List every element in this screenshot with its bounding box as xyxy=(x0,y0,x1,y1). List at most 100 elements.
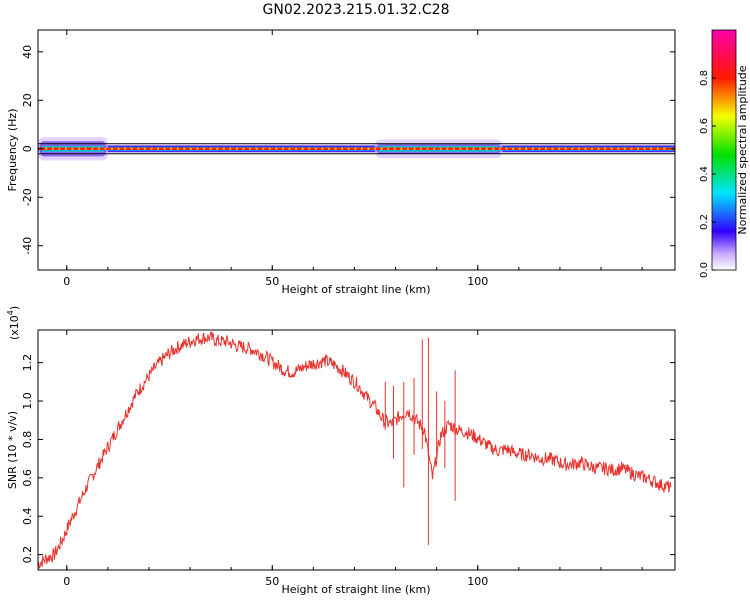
heatmap-peak-dot xyxy=(571,147,574,150)
snr-spikes xyxy=(384,337,456,546)
heatmap-peak-dot xyxy=(229,147,232,150)
snr-x-label: Height of straight line (km) xyxy=(281,583,430,596)
heatmap-peak-dot xyxy=(643,147,646,150)
heatmap-peak-dot xyxy=(584,147,587,150)
colorbar-ticks: 0.0 0.2 0.4 0.6 0.8 xyxy=(699,70,716,278)
heatmap-peak-dot xyxy=(544,147,548,150)
heatmap-peak-dot xyxy=(439,147,442,150)
heatmap-peak-dot xyxy=(130,147,133,150)
heatmap-peak-dot xyxy=(327,147,331,150)
heatmap-peak-dot xyxy=(557,147,561,150)
y-tick-label: 0 xyxy=(21,145,34,152)
heatmap-peak-dot xyxy=(525,147,528,150)
heatmap-peak-dot xyxy=(288,147,291,150)
x-tick-label: 0 xyxy=(63,275,70,288)
colorbar: 0.0 0.2 0.4 0.6 0.8 Normalized spectral ampl… xyxy=(699,29,749,278)
colorbar-tick-label: 0.6 xyxy=(699,118,710,134)
x-tick-label: 100 xyxy=(467,575,488,588)
heatmap-peak-dot xyxy=(446,147,449,150)
heatmap-peak-dot xyxy=(110,147,114,150)
heatmap-peak-dot xyxy=(314,147,318,150)
colorbar-gradient xyxy=(711,29,737,271)
heatmap-peak-dot xyxy=(169,147,173,150)
heatmap-peak-dot xyxy=(432,147,436,150)
snr-multiplier: (x104) xyxy=(6,306,21,340)
spectrogram-frame xyxy=(37,29,676,271)
heatmap-peak-dot xyxy=(505,147,508,150)
heatmap-peak-dot xyxy=(577,147,581,150)
figure-title: GN02.2023.215.01.32.C28 xyxy=(263,2,450,18)
heatmap-peak-dot xyxy=(623,147,627,150)
heatmap-peak-dot xyxy=(373,147,377,150)
y-tick-label: -40 xyxy=(21,237,34,255)
heatmap-peak-dot xyxy=(380,147,383,150)
heatmap-peak-dot xyxy=(301,147,304,150)
spectrogram-x-label: Height of straight line (km) xyxy=(281,283,430,296)
heatmap-peak-dot xyxy=(459,147,462,150)
heatmap-peak-dot xyxy=(71,147,74,150)
heatmap-peak-dot xyxy=(294,147,298,150)
heatmap-peak-dot xyxy=(531,147,535,150)
heatmap-peak-dot xyxy=(123,147,127,150)
heatmap-peak-dot xyxy=(209,147,212,150)
heatmap-peak-dot xyxy=(367,147,370,150)
y-tick-label: 0.8 xyxy=(21,431,34,449)
heatmap-peak-dot xyxy=(235,147,239,150)
heatmap-peak-dot xyxy=(360,147,364,150)
heatmap-peak-dot xyxy=(413,147,416,150)
heatmap-peak-dot xyxy=(564,147,567,150)
heatmap-peak-dot xyxy=(610,147,613,150)
snr-y-label: SNR (10 * v/v) xyxy=(6,411,19,489)
heatmap-peak-dot xyxy=(248,147,252,150)
y-tick-label: 20 xyxy=(21,93,34,107)
heatmap-peak-dot xyxy=(97,147,101,150)
heatmap-peak-dot xyxy=(452,147,456,150)
heatmap-peak-dot xyxy=(354,147,357,150)
heatmap-peak-dot xyxy=(617,147,620,150)
heatmap-peak-dot xyxy=(636,147,640,150)
spectrogram-y-label: Frequency (Hz) xyxy=(6,109,19,192)
y-tick-label: 1.2 xyxy=(21,354,34,372)
heatmap-peak-dot xyxy=(386,147,390,150)
heatmap-peak-dot xyxy=(255,147,258,150)
heatmap-peak-dot xyxy=(183,147,186,150)
heatmap-peak-dot xyxy=(597,147,600,150)
heatmap-peak-dot xyxy=(64,147,68,150)
snr-x-ticks: 0 50 100 xyxy=(63,330,643,588)
heatmap-peak-dot xyxy=(150,147,153,150)
spectrogram-y-ticks: -40 -20 0 20 40 xyxy=(21,45,675,255)
y-tick-label: -20 xyxy=(21,188,34,206)
heatmap-peak-dot xyxy=(656,147,659,150)
x-tick-label: 0 xyxy=(63,575,70,588)
heatmap-peak-dot xyxy=(518,147,521,150)
heatmap-peak-dot xyxy=(603,147,607,150)
heatmap-peak-dot xyxy=(281,147,285,150)
snr-series-line xyxy=(38,331,672,569)
heatmap-peak-dot xyxy=(137,147,140,150)
heatmap-peak-dot xyxy=(58,147,61,150)
colorbar-tick-label: 0.8 xyxy=(699,70,710,86)
heatmap-peak-dot xyxy=(498,147,502,150)
heatmap-peak-dot xyxy=(196,147,199,150)
snr-multiplier-close: ) xyxy=(8,306,21,310)
heatmap-peak-dot xyxy=(400,147,403,150)
snr-multiplier-base: (x10 xyxy=(8,315,21,340)
heatmap-peak-dot xyxy=(189,147,193,150)
colorbar-tick-label: 0.2 xyxy=(699,214,710,230)
heatmap-peak-dot xyxy=(479,147,482,150)
heatmap-peak-dot xyxy=(538,147,541,150)
heatmap-peak-dot xyxy=(511,147,515,150)
heatmap-peak-dot xyxy=(163,147,166,150)
heatmap-peak-dot xyxy=(347,147,350,150)
heatmap-peak-dot xyxy=(104,147,107,150)
heatmap-peak-dot xyxy=(202,147,206,150)
heatmap-peak-dot xyxy=(215,147,219,150)
y-tick-label: 0.2 xyxy=(21,546,34,564)
heatmap-peak-dot xyxy=(590,147,594,150)
spectrogram-heatmap xyxy=(38,137,675,161)
heatmap-peak-dot xyxy=(406,147,410,150)
heatmap-peak-dot xyxy=(393,147,396,150)
heatmap-peak-dot xyxy=(45,147,48,150)
y-tick-label: 0.4 xyxy=(21,507,34,525)
heatmap-peak-dot xyxy=(268,147,271,150)
